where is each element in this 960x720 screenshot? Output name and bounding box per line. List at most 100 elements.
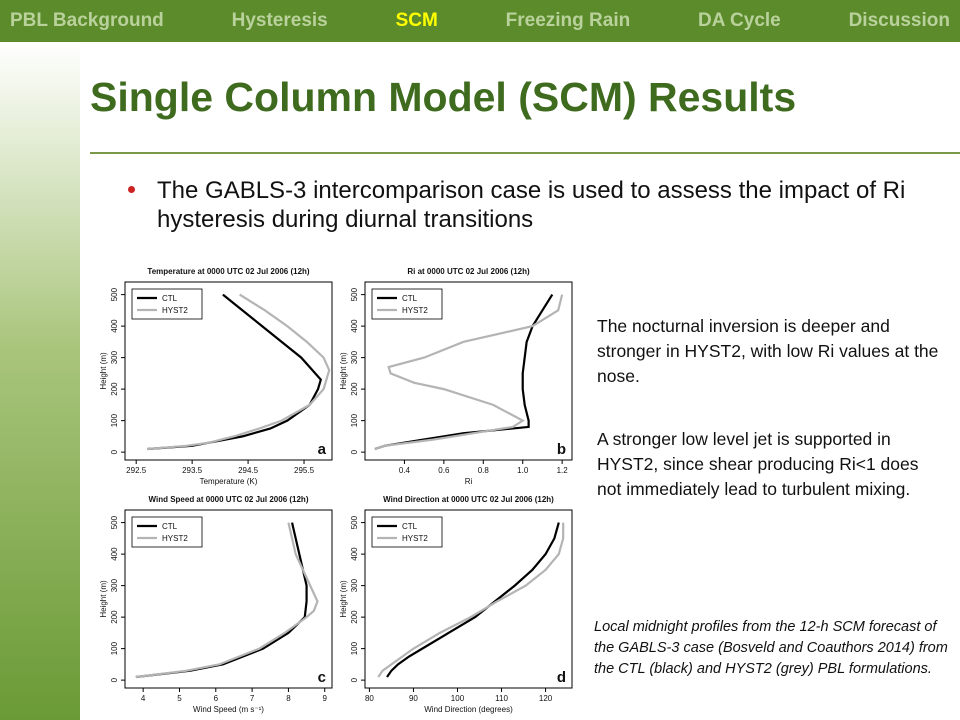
x-tick-label: 120 (539, 694, 553, 703)
profile-line (374, 294, 554, 451)
legend-label: HYST2 (402, 306, 428, 315)
y-tick-label: 400 (350, 547, 359, 561)
x-tick-label: 100 (451, 694, 465, 703)
title-rule (90, 152, 960, 154)
x-tick-label: 80 (365, 694, 374, 703)
caption: Local midnight profiles from the 12-h SC… (594, 619, 948, 677)
legend-label: HYST2 (162, 306, 188, 315)
x-axis-label: Wind Direction (degrees) (424, 705, 513, 714)
y-tick-label: 0 (350, 449, 359, 454)
x-tick-label: 5 (177, 694, 182, 703)
y-tick-label: 300 (110, 578, 119, 592)
panel-label: c (318, 669, 326, 686)
y-tick-label: 500 (110, 515, 119, 529)
nav-item[interactable]: SCM (395, 10, 438, 31)
profile-line (147, 293, 331, 451)
panel-label: a (318, 441, 327, 458)
note: The nocturnal inversion is deeper and st… (597, 316, 939, 386)
profile-line (386, 522, 560, 678)
y-tick-label: 100 (350, 413, 359, 427)
profile-line (374, 294, 564, 451)
chart: Wind Direction at 0000 UTC 02 Jul 2006 (… (339, 495, 573, 714)
panel-label: d (557, 669, 566, 686)
x-tick-label: 1.2 (557, 466, 569, 475)
bullet-dot (128, 186, 135, 193)
y-axis-label: Height (m) (99, 352, 108, 390)
nav-item[interactable]: Discussion (848, 10, 950, 31)
y-tick-label: 500 (110, 287, 119, 301)
profile-line (135, 522, 319, 679)
y-tick-label: 500 (350, 515, 359, 529)
legend-label: HYST2 (162, 534, 188, 543)
legend-label: CTL (402, 294, 418, 303)
x-axis-label: Temperature (K) (200, 477, 258, 486)
chart-title: Wind Speed at 0000 UTC 02 Jul 2006 (12h) (149, 495, 309, 504)
profile-line (377, 522, 565, 678)
bullet-text: The GABLS-3 intercomparison case is used… (157, 177, 906, 233)
x-tick-label: 295.5 (294, 466, 315, 475)
nav-bar: PBL Background Hysteresis SCM Freezing Rain… (0, 0, 960, 42)
y-tick-label: 200 (350, 382, 359, 396)
plot-frame (364, 509, 573, 689)
plot-frame (364, 281, 573, 461)
y-tick-label: 0 (350, 677, 359, 682)
y-axis-label: Height (m) (339, 580, 348, 618)
y-tick-label: 0 (110, 449, 119, 454)
plot-frame (124, 281, 333, 461)
y-tick-label: 300 (350, 350, 359, 364)
x-tick-label: 294.5 (238, 466, 259, 475)
x-tick-label: 4 (141, 694, 146, 703)
y-tick-label: 400 (110, 547, 119, 561)
panel-label: b (557, 441, 566, 458)
y-tick-label: 300 (350, 578, 359, 592)
legend-label: CTL (162, 294, 178, 303)
y-tick-label: 400 (350, 319, 359, 333)
y-tick-label: 0 (110, 677, 119, 682)
plot-frame (124, 509, 333, 689)
y-tick-label: 200 (110, 382, 119, 396)
x-tick-label: 0.8 (478, 466, 490, 475)
x-tick-label: 90 (409, 694, 418, 703)
chart: Temperature at 0000 UTC 02 Jul 2006 (12h… (99, 267, 333, 486)
x-tick-label: 0.4 (399, 466, 411, 475)
y-tick-label: 200 (350, 610, 359, 624)
x-tick-label: 7 (250, 694, 255, 703)
note: A stronger low level jet is supported in… (597, 429, 919, 499)
y-tick-label: 100 (110, 413, 119, 427)
y-tick-label: 200 (110, 610, 119, 624)
x-axis-label: Ri (465, 477, 473, 486)
x-tick-label: 293.5 (182, 466, 203, 475)
slide-title: Single Column Model (SCM) Results (90, 74, 797, 120)
chart-title: Wind Direction at 0000 UTC 02 Jul 2006 (… (383, 495, 554, 504)
y-axis-label: Height (m) (339, 352, 348, 390)
legend-box (371, 288, 443, 320)
legend-label: CTL (162, 522, 178, 531)
x-tick-label: 1.0 (517, 466, 529, 475)
chart: Ri at 0000 UTC 02 Jul 2006 (12h) 0.4 0.6 0.… (339, 267, 573, 486)
legend-box (131, 516, 203, 548)
legend-label: HYST2 (402, 534, 428, 543)
x-tick-label: 8 (286, 694, 291, 703)
y-tick-label: 500 (350, 287, 359, 301)
x-tick-label: 6 (214, 694, 219, 703)
legend-box (371, 516, 443, 548)
chart-title: Temperature at 0000 UTC 02 Jul 2006 (12h… (147, 267, 309, 276)
y-axis-label: Height (m) (99, 580, 108, 618)
nav-item[interactable]: Freezing Rain (505, 10, 631, 31)
y-tick-label: 300 (110, 350, 119, 364)
side-strip (0, 42, 80, 720)
nav-item[interactable]: PBL Background (10, 10, 164, 31)
legend-label: CTL (402, 522, 418, 531)
nav-item[interactable]: DA Cycle (698, 10, 781, 31)
x-tick-label: 292.5 (126, 466, 147, 475)
y-tick-label: 100 (110, 641, 119, 655)
nav-item[interactable]: Hysteresis (231, 10, 328, 31)
legend-box (131, 288, 203, 320)
x-tick-label: 110 (495, 694, 508, 703)
chart-title: Ri at 0000 UTC 02 Jul 2006 (12h) (407, 267, 530, 276)
x-tick-label: 9 (323, 694, 328, 703)
y-tick-label: 100 (350, 641, 359, 655)
x-axis-label: Wind Speed (m s⁻¹) (193, 705, 264, 714)
